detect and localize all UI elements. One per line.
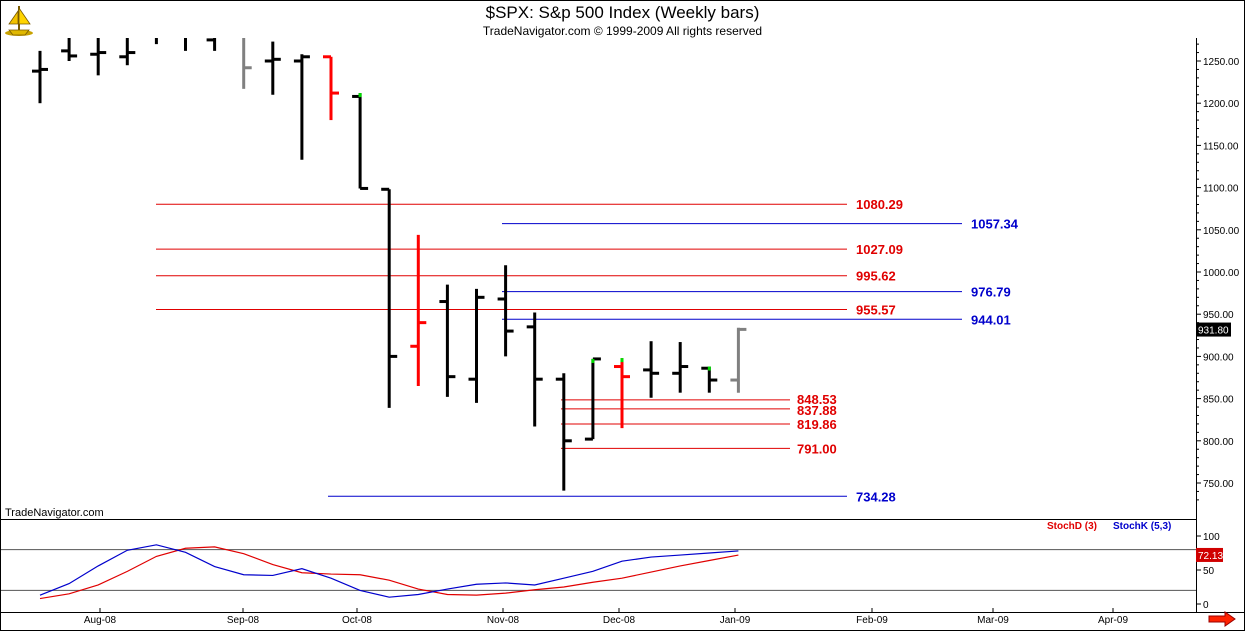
ohlc-bars [32,38,747,491]
legend-stoch-k: StochK (5,3) [1113,521,1172,532]
stoch-series-line [39,544,739,598]
red-arrow-right-icon[interactable] [1207,611,1237,627]
level-label: 1080.29 [856,197,903,212]
price-axis: 1250.00 1200.00 1150.00 1100.00 1050.00 1000.… [1196,43,1240,501]
stoch-tick-label: 100 [1203,532,1220,543]
level-label: 1057.34 [971,217,1019,232]
level-label: 976.79 [971,285,1011,300]
price-tick-label: 1250.00 [1203,57,1240,68]
time-label: Sep-08 [227,615,260,626]
time-label: Feb-09 [856,615,888,626]
stoch-tick-label: 0 [1203,600,1209,611]
price-tick-label: 1050.00 [1203,226,1240,237]
price-tick-label: 1200.00 [1203,99,1240,110]
time-label: Nov-08 [487,615,520,626]
level-label: 837.88 [797,403,837,418]
level-label: 819.86 [797,417,837,432]
chart-title: $SPX: S&p 500 Index (Weekly bars) [485,3,760,22]
footer-brand: TradeNavigator.com [5,507,104,519]
price-tick-label: 800.00 [1203,437,1234,448]
level-label: 995.62 [856,269,896,284]
price-tick-label: 1100.00 [1203,184,1239,195]
level-label: 944.01 [971,312,1011,327]
stoch-value-badge [1196,547,1223,562]
last-price-badge [1196,322,1231,337]
level-label: 1027.09 [856,242,903,257]
time-label: Jan-09 [720,615,751,626]
ship-wheel-logo-icon[interactable] [3,2,35,38]
last-price-label: 931.80 [1198,326,1229,337]
level-label: 734.28 [856,489,896,504]
time-label: Dec-08 [603,615,636,626]
level-label: 791.00 [797,441,837,456]
price-tick-label: 900.00 [1203,352,1234,363]
price-tick-label: 850.00 [1203,395,1234,406]
time-label: Oct-08 [342,615,372,626]
time-label: Mar-09 [977,615,1009,626]
price-tick-label: 1150.00 [1203,141,1239,152]
legend-stoch-d: StochD (3) [1047,521,1097,532]
stochastic-panel: 100 50 0 72.13 [1,532,1223,611]
stoch-tick-label: 50 [1203,566,1215,577]
price-tick-label: 950.00 [1203,310,1234,321]
price-tick-label: 1000.00 [1203,268,1240,279]
chart-subtitle: TradeNavigator.com © 1999-2009 All right… [482,24,763,38]
level-label: 848.53 [797,392,837,407]
price-tick-label: 750.00 [1203,479,1234,490]
time-axis: Aug-08 Sep-08 Oct-08 Nov-08 Dec-08 Jan-09 Feb-… [84,608,1128,626]
stoch-value-label: 72.13 [1198,551,1223,562]
price-levels: 1080.29 1057.34 1027.09 995.62 976.79 955.57 9… [156,197,1019,504]
time-label: Apr-09 [1098,615,1128,626]
time-label: Aug-08 [84,615,117,626]
stoch-series-line [39,546,739,600]
level-label: 955.57 [856,302,896,317]
